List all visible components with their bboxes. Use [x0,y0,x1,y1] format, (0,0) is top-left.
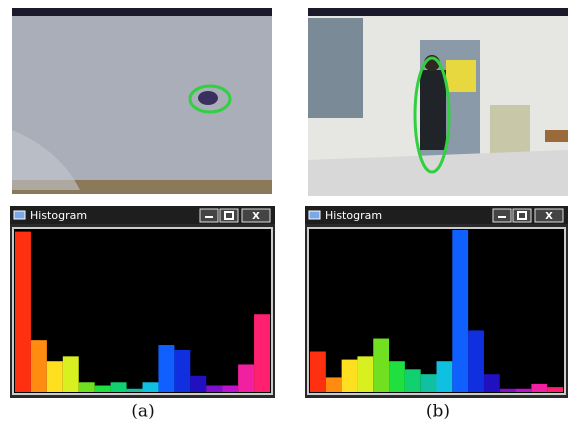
close-label: X [545,211,553,222]
window-icon [14,211,25,219]
window-icon [309,211,320,219]
minimize-button[interactable] [493,209,511,222]
histogram-bar [158,345,174,392]
caption: (a) [131,402,154,422]
histogram-bar [326,377,342,392]
histogram-bar [143,382,159,392]
minimize-glyph [498,216,506,218]
histogram-bar [421,374,437,392]
histogram-bar [531,384,547,392]
histogram-bar [47,361,63,392]
histogram-bar [310,352,326,393]
histogram-bar [373,339,389,392]
histogram-bar [547,387,563,392]
histogram-bar [222,386,238,392]
camera-frame-b [308,8,568,196]
minimize-glyph [205,216,213,218]
camera-frame-a [12,8,272,194]
histogram-bar [452,230,468,392]
histogram-bar [405,369,421,392]
maximize-button[interactable] [220,209,238,222]
histogram-bar [516,389,532,392]
histogram-bar [31,340,47,392]
histogram-bar [437,361,453,392]
histogram-bar [174,350,190,392]
figure: Histogram X (a) Histogram X (b) [0,0,571,428]
window-title: Histogram [30,209,87,222]
close-label: X [252,211,260,222]
window-title: Histogram [325,209,382,222]
histogram-bar [238,364,254,392]
histogram-window: Histogram X [305,206,568,398]
histogram-bar [79,382,95,392]
maximize-button[interactable] [513,209,531,222]
histogram-bar [254,314,270,392]
histogram-bar [111,382,127,392]
histogram-bar [389,361,405,392]
minimize-button[interactable] [200,209,218,222]
histogram-bar [190,376,206,392]
histogram-bar [206,386,222,392]
histogram-bar [500,389,516,392]
histogram-bar [15,232,31,392]
histogram-bar [357,356,373,392]
histogram-bar [468,330,484,392]
page: HistogramX(a)HistogramX(b) (() => { cons… [0,0,571,428]
histogram-window: Histogram X [10,206,275,398]
caption: (b) [426,402,450,422]
histogram-bar [95,386,111,392]
histogram-bar [63,356,79,392]
histogram-bar [484,374,500,392]
histogram-bar [127,389,143,392]
histogram-bar [342,360,358,392]
